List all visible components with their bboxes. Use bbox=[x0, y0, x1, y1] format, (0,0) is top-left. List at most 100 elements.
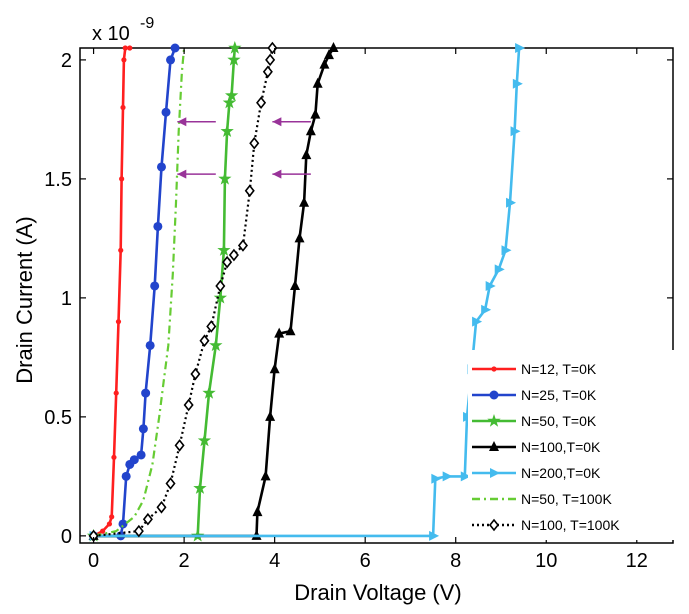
series-1-point-2 bbox=[100, 528, 106, 534]
y-tick-label: 0.5 bbox=[44, 407, 72, 429]
y-axis-title: Drain Current (A) bbox=[12, 216, 37, 383]
legend-label: N=200,T=0K bbox=[521, 465, 601, 481]
series-3-point-4 bbox=[197, 433, 212, 447]
series-6-line bbox=[93, 47, 186, 537]
series-4-point-10 bbox=[294, 232, 305, 243]
series-1-point-12 bbox=[122, 45, 128, 51]
legend: N=12, T=0K N=25, T=0K N=50, T=0K N=100,T=0K… bbox=[468, 350, 676, 540]
series-4-point-13 bbox=[305, 125, 316, 136]
series-2-point-8 bbox=[138, 424, 148, 434]
series-4-point-5 bbox=[265, 410, 276, 421]
x-tick-label: 4 bbox=[269, 550, 280, 572]
series-5-point-12 bbox=[501, 245, 512, 256]
series-6 bbox=[93, 47, 186, 537]
x-tick-label: 8 bbox=[450, 550, 461, 572]
series-3-point-14 bbox=[228, 41, 242, 54]
y-tick-label: 2 bbox=[61, 50, 72, 72]
series-3-point-7 bbox=[213, 290, 227, 304]
y-multiplier-exponent: -9 bbox=[140, 15, 154, 32]
series-7-point-5 bbox=[165, 477, 176, 490]
series-4-point-11 bbox=[299, 196, 310, 207]
series-5-line bbox=[93, 47, 521, 538]
series-4-point-7 bbox=[274, 327, 285, 338]
series-1 bbox=[90, 45, 133, 539]
series-7-point-16 bbox=[249, 136, 260, 150]
series-5-point-14 bbox=[510, 126, 521, 137]
series-7-point-14 bbox=[237, 239, 248, 252]
series-7-point-3 bbox=[142, 512, 153, 526]
series-5-point-16 bbox=[515, 43, 526, 53]
series-3-point-8 bbox=[217, 243, 231, 256]
x-axis-title: Drain Voltage (V) bbox=[294, 580, 462, 605]
y-tick-label: 1.5 bbox=[44, 169, 72, 191]
series-2-point-3 bbox=[118, 519, 128, 529]
y-multiplier-label: x 10 bbox=[92, 23, 130, 45]
series-3-point-12 bbox=[225, 88, 239, 102]
series-1-point-3 bbox=[106, 521, 113, 527]
series-5 bbox=[89, 43, 526, 541]
series-3-point-10 bbox=[220, 124, 234, 137]
series-7-point-7 bbox=[183, 398, 194, 412]
series-5-point-8 bbox=[472, 316, 483, 327]
series-2-point-13 bbox=[156, 162, 166, 172]
series-1-point-5 bbox=[111, 454, 117, 460]
series-4-point-6 bbox=[269, 363, 280, 374]
series-2-point-12 bbox=[153, 221, 163, 231]
legend-item: N=12, T=0K bbox=[472, 361, 597, 377]
legend-box bbox=[468, 350, 676, 540]
x-tick-label: 10 bbox=[535, 550, 557, 572]
series-5-point-3 bbox=[431, 473, 442, 484]
y-tick-label: 0 bbox=[61, 526, 72, 548]
series-2-point-10 bbox=[145, 340, 155, 350]
series-7-point-15 bbox=[244, 184, 255, 198]
series-7-point-6 bbox=[174, 439, 185, 452]
series-5-point-11 bbox=[494, 264, 505, 275]
legend-label: N=50, T=0K bbox=[521, 413, 597, 429]
series-1-point-9 bbox=[119, 176, 125, 182]
series-7-point-2 bbox=[133, 524, 144, 538]
series-4-point-17 bbox=[323, 49, 334, 60]
series-layer bbox=[86, 41, 526, 543]
series-4-point-14 bbox=[310, 108, 321, 119]
legend-marker bbox=[488, 518, 500, 532]
arrow-layer bbox=[177, 117, 311, 179]
legend-item: N=50, T=0K bbox=[472, 413, 597, 429]
x-tick-label: 0 bbox=[88, 550, 99, 572]
series-4-point-8 bbox=[285, 325, 296, 336]
legend-label: N=25, T=0K bbox=[521, 387, 597, 403]
x-tick-label: 6 bbox=[360, 550, 371, 572]
series-2-point-11 bbox=[150, 281, 160, 291]
series-2-point-16 bbox=[170, 43, 180, 53]
series-3-point-9 bbox=[218, 171, 232, 185]
series-1-point-6 bbox=[113, 390, 119, 396]
series-2-line bbox=[93, 47, 177, 538]
series-4-point-16 bbox=[319, 58, 330, 69]
legend-marker bbox=[490, 468, 500, 478]
series-3-point-6 bbox=[209, 338, 223, 352]
series-5-point-15 bbox=[512, 78, 523, 89]
legend-label: N=12, T=0K bbox=[521, 361, 597, 377]
series-1-point-4 bbox=[109, 514, 115, 520]
x-tick-label: 12 bbox=[626, 550, 648, 572]
legend-label: N=100,T=0K bbox=[521, 439, 601, 455]
series-1-point-7 bbox=[115, 319, 122, 325]
series-3-point-3 bbox=[193, 481, 207, 494]
series-1-point-13 bbox=[127, 45, 133, 51]
series-7-point-19 bbox=[265, 53, 276, 67]
series-4-point-3 bbox=[252, 506, 263, 517]
y-multiplier: x 10 -9 bbox=[92, 15, 154, 45]
x-axis-ticks: 0 2 4 6 8 10 12 bbox=[88, 48, 648, 572]
series-5-point-10 bbox=[485, 280, 496, 291]
series-2-point-14 bbox=[161, 107, 171, 117]
series-5-point-5 bbox=[460, 471, 471, 482]
series-7-point-17 bbox=[256, 96, 267, 110]
series-2-point-9 bbox=[141, 388, 151, 398]
legend-marker bbox=[489, 390, 499, 400]
series-7-point-11 bbox=[215, 279, 226, 293]
legend-label: N=100, T=100K bbox=[521, 517, 620, 533]
series-7-point-8 bbox=[190, 367, 201, 381]
series-4-point-15 bbox=[312, 77, 323, 88]
series-4-point-4 bbox=[260, 470, 271, 481]
series-4 bbox=[88, 42, 339, 540]
